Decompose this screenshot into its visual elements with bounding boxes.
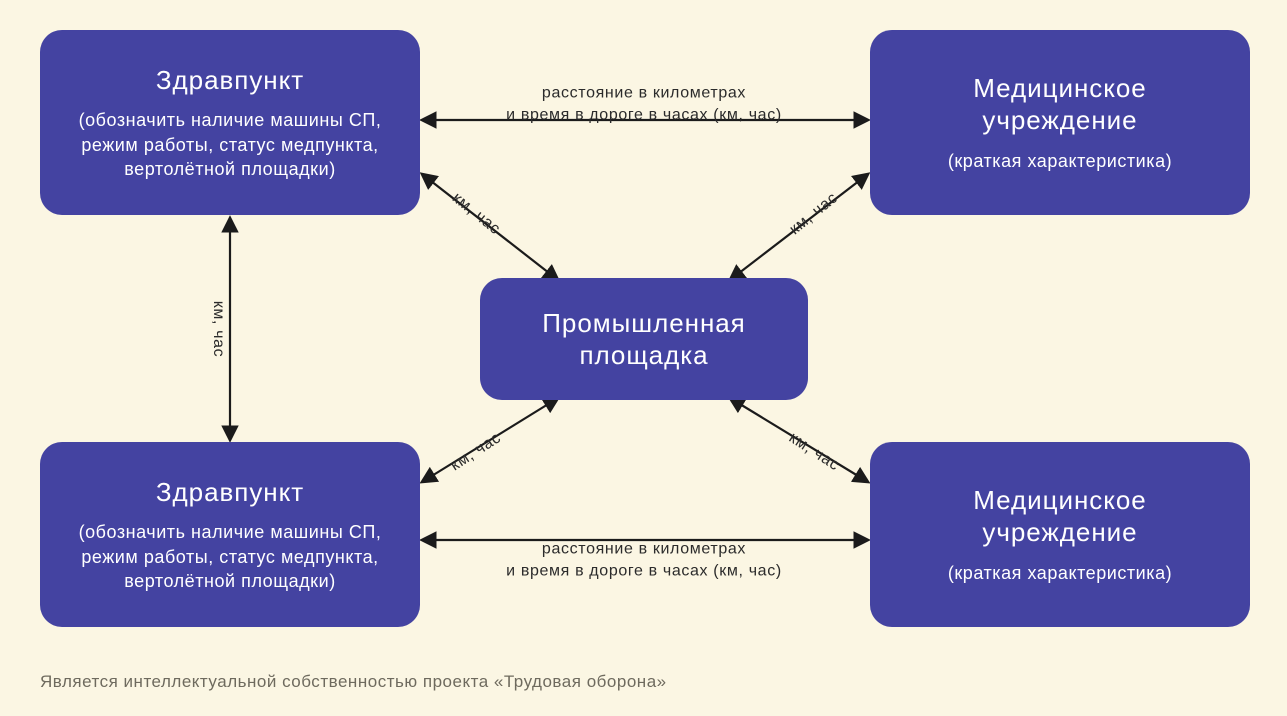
edge-label-left_v: км, час <box>207 301 229 358</box>
edge-label-bl_c: км, час <box>446 428 505 477</box>
node-subtitle: (краткая характеристика) <box>948 149 1172 173</box>
node-title: Промышленнаяплощадка <box>542 307 745 372</box>
footer-copyright: Является интеллектуальной собственностью… <box>40 672 667 692</box>
edge-label-tl_c: км, час <box>447 188 505 240</box>
node-title: Медицинскоеучреждение <box>973 484 1146 549</box>
node-medical-institution-bottom: Медицинскоеучреждение (краткая характери… <box>870 442 1250 627</box>
edge-label-top_h: расстояние в километрахи время в дороге … <box>506 82 782 125</box>
node-subtitle: (обозначить наличие машины СП,режим рабо… <box>79 108 382 181</box>
edge-label-bot_h: расстояние в километрахи время в дороге … <box>506 538 782 581</box>
edge-label-tr_c: км, час <box>785 188 843 240</box>
node-title: Медицинскоеучреждение <box>973 72 1146 137</box>
node-title: Здравпункт <box>156 64 304 97</box>
diagram-canvas: Здравпункт (обозначить наличие машины СП… <box>0 0 1287 716</box>
edge-label-br_c: км, час <box>784 428 843 477</box>
node-health-point-top: Здравпункт (обозначить наличие машины СП… <box>40 30 420 215</box>
node-industrial-site: Промышленнаяплощадка <box>480 278 808 400</box>
node-subtitle: (обозначить наличие машины СП,режим рабо… <box>79 520 382 593</box>
node-health-point-bottom: Здравпункт (обозначить наличие машины СП… <box>40 442 420 627</box>
node-subtitle: (краткая характеристика) <box>948 561 1172 585</box>
node-title: Здравпункт <box>156 476 304 509</box>
node-medical-institution-top: Медицинскоеучреждение (краткая характери… <box>870 30 1250 215</box>
